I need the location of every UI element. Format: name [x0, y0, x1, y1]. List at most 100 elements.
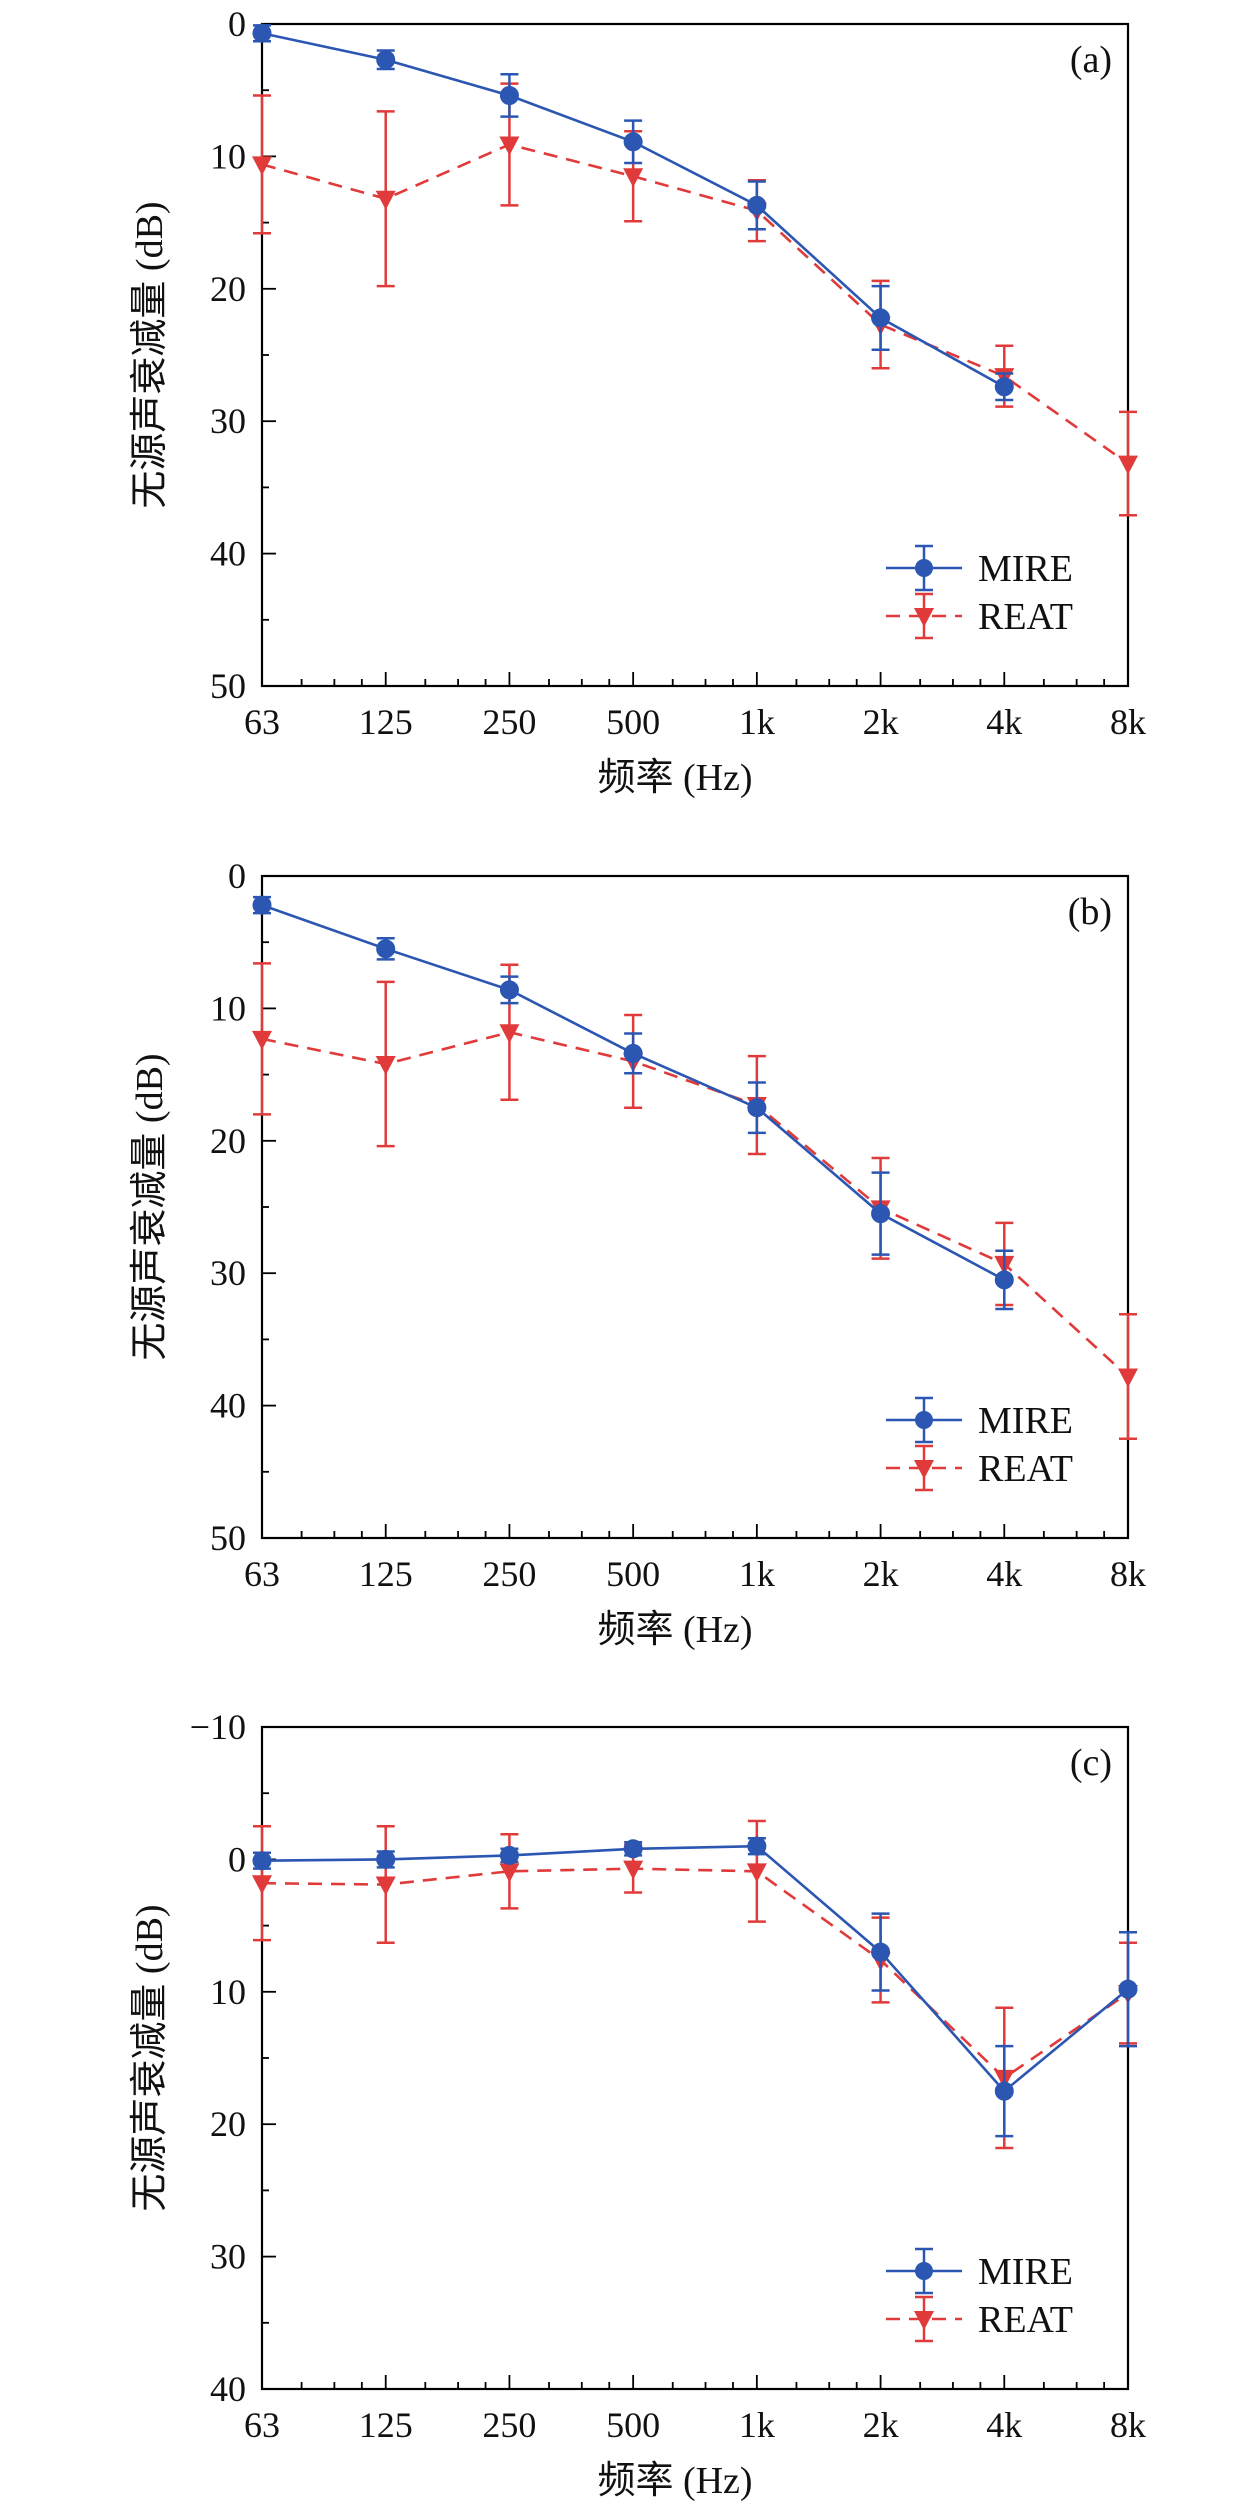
data-point-circle [623, 1839, 643, 1859]
y-tick-label: 0 [228, 4, 246, 44]
data-point-circle [376, 939, 396, 959]
legend-marker-triangle [914, 1460, 934, 1479]
data-point-circle [871, 1204, 891, 1224]
legend-label: MIRE [978, 1400, 1073, 1442]
data-point-circle [994, 1270, 1014, 1290]
panel-label: (a) [1070, 39, 1112, 81]
y-axis-title: 无源声衰减量 (dB) [129, 1904, 171, 2211]
y-tick-label: 10 [210, 136, 246, 176]
series-mire [252, 23, 1014, 402]
panel-label: (b) [1068, 891, 1112, 933]
data-point-triangle [375, 1876, 396, 1896]
legend-marker-triangle [914, 608, 934, 627]
data-point-triangle [252, 156, 272, 176]
y-tick-label: 30 [210, 2237, 246, 2277]
x-tick-label: 4k [986, 702, 1022, 742]
data-point-circle [871, 1942, 891, 1962]
data-point-circle [252, 895, 272, 915]
data-point-circle [376, 50, 396, 70]
legend-label: MIRE [978, 2251, 1073, 2293]
x-axis-title: 频率 (Hz) [597, 757, 752, 799]
legend-marker-circle [915, 559, 933, 577]
series-reat [252, 82, 1138, 517]
x-tick-label: 63 [244, 2405, 280, 2445]
data-point-circle [994, 2081, 1014, 2101]
data-point-circle [994, 377, 1014, 397]
y-tick-label: 0 [228, 1839, 246, 1879]
data-point-triangle [499, 1024, 520, 1044]
y-tick-label: 10 [210, 1972, 246, 2012]
legend-label: REAT [978, 596, 1073, 638]
data-point-triangle [375, 1056, 396, 1076]
data-point-triangle [623, 168, 644, 188]
data-point-circle [499, 980, 519, 1000]
x-tick-label: 8k [1110, 702, 1146, 742]
legend-label: REAT [978, 1448, 1073, 1490]
x-tick-label: 2k [863, 702, 899, 742]
data-point-triangle [375, 190, 396, 210]
legend-marker-circle [915, 2262, 933, 2280]
data-point-circle [252, 1851, 272, 1871]
legend: MIRE REAT [886, 544, 1073, 640]
x-axis-title: 频率 (Hz) [597, 1609, 752, 1651]
legend-label: REAT [978, 2299, 1073, 2341]
series-mire [252, 895, 1014, 1311]
x-tick-label: 63 [244, 1554, 280, 1594]
x-tick-label: 1k [739, 2405, 775, 2445]
data-point-circle [747, 1836, 767, 1856]
data-point-triangle [252, 1875, 272, 1895]
x-tick-label: 250 [482, 702, 536, 742]
y-tick-label: 40 [210, 534, 246, 574]
x-tick-label: 1k [739, 702, 775, 742]
series-line [261, 1030, 1129, 1378]
y-tick-label: 40 [210, 1386, 246, 1426]
x-tick-label: 125 [359, 2405, 413, 2445]
x-tick-label: 500 [606, 1554, 660, 1594]
legend: MIRE REAT [886, 2247, 1073, 2343]
data-point-circle [747, 195, 767, 215]
x-tick-label: 250 [482, 2405, 536, 2445]
x-tick-label: 125 [359, 702, 413, 742]
y-tick-label: 10 [210, 988, 246, 1028]
y-tick-label: 40 [210, 2369, 246, 2409]
data-point-circle [376, 1849, 396, 1869]
y-axis-title: 无源声衰减量 (dB) [129, 1053, 171, 1360]
x-tick-label: 4k [986, 1554, 1022, 1594]
y-tick-label: 50 [210, 1518, 246, 1558]
y-tick-label: 20 [210, 269, 246, 309]
y-tick-label: 0 [228, 856, 246, 896]
x-tick-label: 250 [482, 1554, 536, 1594]
data-point-circle [499, 1845, 519, 1865]
series-line [261, 1867, 1129, 2080]
series-mire [252, 1836, 1138, 2138]
data-point-triangle [623, 1860, 644, 1880]
data-point-triangle [499, 1863, 520, 1883]
data-point-triangle [499, 136, 520, 156]
x-tick-label: 2k [863, 2405, 899, 2445]
y-tick-label: 30 [210, 401, 246, 441]
x-tick-label: 4k [986, 2405, 1022, 2445]
data-point-triangle [252, 1030, 272, 1050]
data-point-circle [871, 308, 891, 328]
y-tick-label: −10 [190, 1707, 246, 1747]
y-tick-label: 50 [210, 666, 246, 706]
legend-label: MIRE [978, 548, 1073, 590]
legend: MIRE REAT [886, 1396, 1073, 1492]
series-line [261, 143, 1129, 465]
legend-marker-triangle [914, 2311, 934, 2330]
y-tick-label: 30 [210, 1253, 246, 1293]
x-tick-label: 2k [863, 1554, 899, 1594]
x-tick-label: 63 [244, 702, 280, 742]
data-point-triangle [1118, 455, 1138, 475]
data-point-circle [1118, 1979, 1138, 1999]
x-tick-label: 125 [359, 1554, 413, 1594]
data-point-triangle [1118, 1368, 1138, 1388]
data-point-circle [747, 1098, 767, 1118]
x-tick-label: 8k [1110, 1554, 1146, 1594]
x-tick-label: 8k [1110, 2405, 1146, 2445]
